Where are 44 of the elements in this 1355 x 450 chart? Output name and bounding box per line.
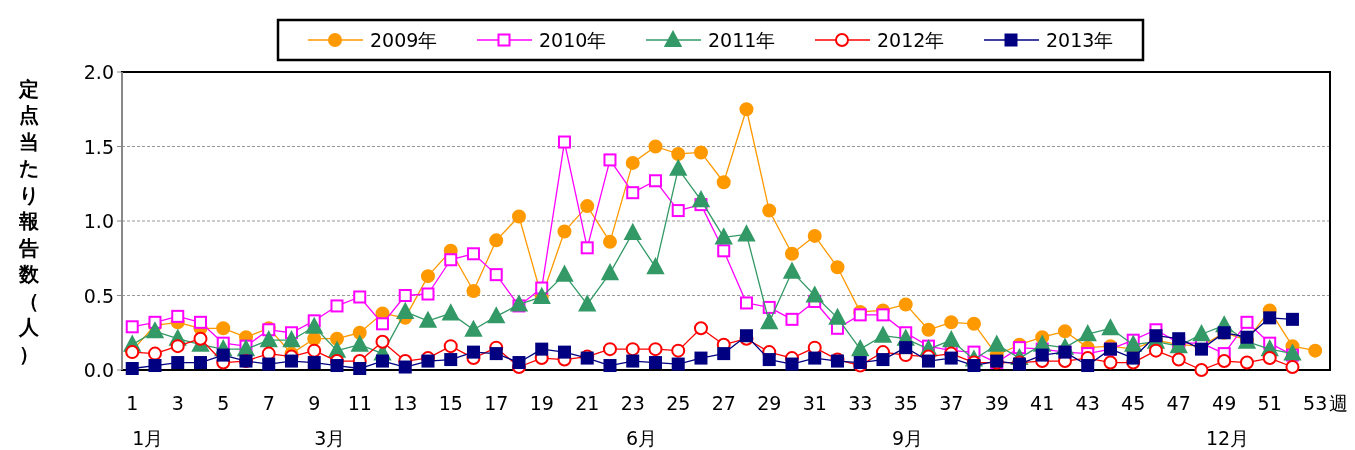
text: 9月 (892, 427, 924, 449)
x-tick-label: 25 (666, 392, 691, 414)
legend-label: 2013年 (1046, 29, 1114, 51)
x-tick-label: 31 (802, 392, 827, 414)
x-tick-label: 41 (1030, 392, 1055, 414)
x-tick-label: 17 (484, 392, 509, 414)
y-tick-label: 1.5 (83, 135, 114, 158)
legend-label: 2009年 (370, 29, 438, 51)
x-tick-label: 11 (347, 392, 372, 414)
x-axis-title: 週 (1329, 392, 1349, 414)
x-tick-label: 15 (438, 392, 463, 414)
x-tick-label: 23 (620, 392, 645, 414)
text: 定点当たり報告数（人） (19, 76, 39, 366)
legend-label: 2010年 (539, 29, 607, 51)
x-tick-label: 35 (893, 392, 918, 414)
x-tick-label: 47 (1166, 392, 1191, 414)
y-tick-label: 1.0 (83, 210, 114, 232)
x-tick-label: 5 (217, 392, 230, 414)
x-tick-label: 1 (126, 392, 139, 414)
x-tick-label: 13 (393, 392, 418, 414)
x-tick-label: 19 (529, 392, 554, 414)
x-tick-label: 45 (1121, 392, 1146, 414)
text: 6月 (625, 427, 657, 449)
x-tick-label: 9 (308, 392, 321, 414)
x-tick-label: 33 (848, 392, 873, 414)
x-tick-label: 29 (757, 392, 782, 414)
x-tick-label: 43 (1075, 392, 1100, 414)
x-tick-label: 21 (575, 392, 600, 414)
legend-label: 2012年 (877, 29, 945, 51)
text: 1月 (132, 427, 164, 449)
x-tick-label: 27 (711, 392, 736, 414)
x-tick-label: 53 (1303, 392, 1328, 414)
x-tick-label: 39 (984, 392, 1009, 414)
x-tick-label: 7 (262, 392, 275, 414)
y-tick-label: 0.5 (83, 284, 114, 307)
x-tick-label: 3 (171, 392, 184, 414)
x-tick-label: 37 (939, 392, 964, 414)
x-tick-label: 51 (1257, 392, 1282, 414)
text: 12月 (1206, 427, 1250, 449)
text: 3月 (314, 427, 346, 449)
y-tick-label: 0.0 (83, 359, 114, 381)
legend-label: 2011年 (708, 29, 776, 51)
y-tick-label: 2.0 (83, 61, 114, 83)
x-tick-label: 49 (1212, 392, 1237, 414)
